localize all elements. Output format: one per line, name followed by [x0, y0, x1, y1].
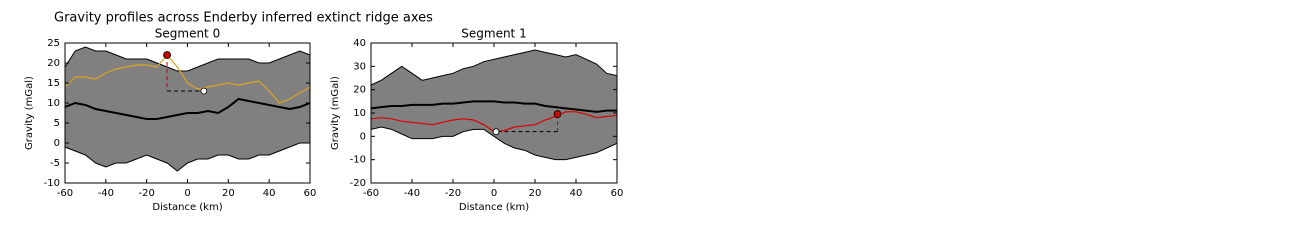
trough-marker — [492, 128, 500, 136]
x-tick-label: 0 — [491, 188, 497, 199]
x-tick-label: 60 — [611, 188, 624, 199]
y-tick-label: 5 — [54, 118, 60, 129]
x-tick-label: 0 — [184, 188, 190, 199]
axes-title: Segment 1 — [461, 27, 526, 41]
y-axis-label: Gravity (mGal) — [330, 76, 341, 150]
x-tick-label: -20 — [138, 188, 154, 199]
axes-title: Segment 0 — [155, 27, 220, 41]
y-tick-label: 20 — [353, 85, 366, 96]
x-tick-label: 40 — [263, 188, 276, 199]
x-tick-label: 20 — [529, 188, 542, 199]
envelope-band — [64, 46, 311, 172]
trough-marker — [200, 87, 208, 95]
y-tick-label: 0 — [54, 138, 60, 149]
figure-title: Gravity profiles across Enderby inferred… — [54, 11, 433, 26]
peak-marker — [553, 110, 562, 119]
y-tick-label: 40 — [353, 38, 366, 49]
y-tick-label: 0 — [360, 131, 366, 142]
y-tick-label: -5 — [50, 158, 60, 169]
x-tick-label: 20 — [222, 188, 235, 199]
y-tick-label: 20 — [47, 58, 60, 69]
y-tick-label: -10 — [44, 178, 60, 189]
x-tick-label: -20 — [445, 188, 461, 199]
y-tick-label: 15 — [47, 78, 60, 89]
x-tick-label: -40 — [404, 188, 420, 199]
peak-marker — [163, 51, 171, 59]
x-axis-label: Distance (km) — [152, 202, 222, 213]
x-axis-label: Distance (km) — [459, 202, 529, 213]
x-tick-label: 60 — [304, 188, 317, 199]
y-tick-label: -10 — [350, 155, 366, 166]
x-tick-label: 40 — [570, 188, 583, 199]
x-tick-label: -60 — [57, 188, 73, 199]
y-tick-label: -20 — [350, 178, 366, 189]
y-tick-label: 25 — [47, 38, 60, 49]
profile-line — [370, 100, 617, 113]
profile-line — [64, 54, 311, 104]
y-tick-label: 30 — [353, 61, 366, 72]
x-tick-label: -60 — [363, 188, 379, 199]
x-tick-label: -40 — [98, 188, 114, 199]
y-tick-label: 10 — [353, 108, 366, 119]
y-axis-label: Gravity (mGal) — [24, 76, 35, 150]
profile-line — [64, 97, 311, 120]
y-tick-label: 10 — [47, 98, 60, 109]
figure: Gravity profiles across Enderby inferred… — [24, 11, 624, 214]
